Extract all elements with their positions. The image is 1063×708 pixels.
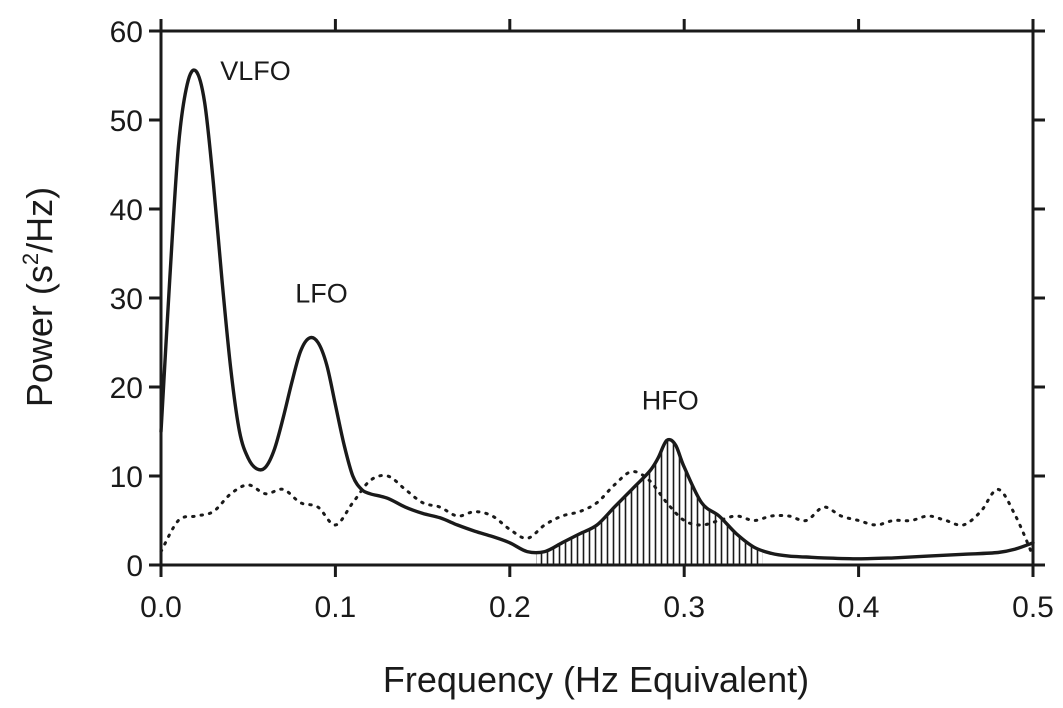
x-tick-label: 0.2 [489, 591, 531, 624]
chart-text: Frequency (Hz Equivalent) Power (s2/Hz) … [18, 16, 1054, 700]
plot-frame [159, 29, 1035, 567]
y-tick-label: 20 [110, 372, 143, 405]
y-axis-title-unit: /Hz) [19, 187, 60, 253]
hfo-shaded-area [536, 439, 763, 565]
axes [149, 19, 1045, 577]
x-tick-label: 0.5 [1012, 591, 1054, 624]
y-axis-title-main: Power (s [19, 265, 60, 407]
solid-series-line [159, 68, 1035, 561]
y-tick-label: 40 [110, 194, 143, 227]
x-tick-label: 0.0 [140, 591, 182, 624]
peak-label-lfo: LFO [295, 278, 348, 308]
peak-label-hfo: HFO [642, 385, 699, 415]
x-tick-label: 0.3 [663, 591, 705, 624]
plot-area [159, 68, 1035, 565]
y-tick-label: 10 [110, 461, 143, 494]
y-tick-label: 60 [110, 16, 143, 49]
dotted-series-line [159, 470, 1035, 558]
x-tick-label: 0.1 [315, 591, 357, 624]
y-tick-label: 30 [110, 283, 143, 316]
y-tick-label: 50 [110, 105, 143, 138]
y-axis-title: Power (s2/Hz) [18, 187, 60, 407]
x-axis-title: Frequency (Hz Equivalent) [383, 659, 809, 700]
y-tick-label: 0 [126, 550, 143, 583]
y-axis-title-superscript: 2 [18, 253, 43, 265]
x-tick-label: 0.4 [838, 591, 880, 624]
peak-label-vlfo: VLFO [220, 56, 291, 86]
